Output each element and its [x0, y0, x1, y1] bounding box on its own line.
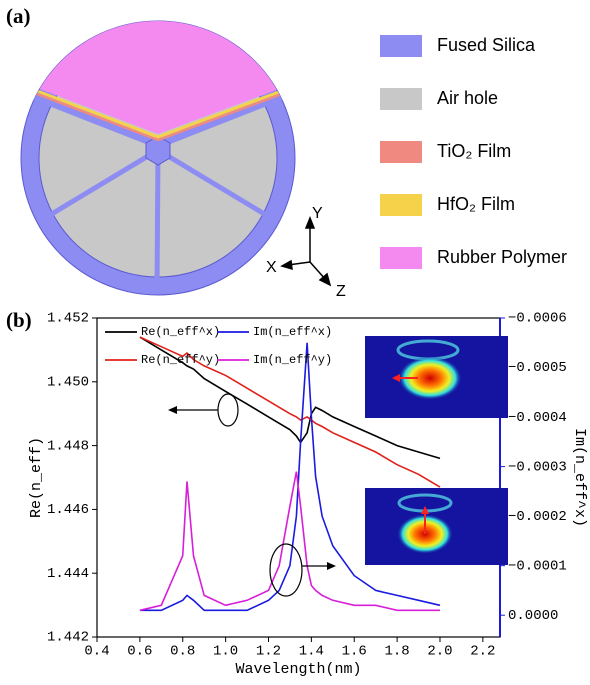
y-tick-label: 1.450 — [47, 375, 89, 391]
axis-name: X — [266, 259, 277, 276]
arrow-head — [318, 272, 332, 287]
arrow-head — [327, 562, 336, 570]
legend-label: Fused Silica — [437, 35, 536, 55]
x-tick-label: 1.2 — [256, 644, 281, 660]
x-tick-label: 2.2 — [470, 644, 495, 660]
support-strut — [154, 149, 161, 291]
annotation-ellipse — [217, 393, 239, 427]
y2-axis-label: Im(n_eff^x) — [571, 428, 588, 527]
legend-label: Im(n_eff^y) — [253, 353, 332, 367]
axis-name: Y — [312, 205, 323, 222]
x-tick-label: 1.4 — [299, 644, 324, 660]
inset-spot — [398, 356, 462, 400]
core — [145, 135, 171, 166]
legend-label: Re(n_eff^y) — [141, 353, 220, 367]
y2-tick-label: −0.0006 — [508, 311, 567, 327]
arrow-head — [421, 506, 429, 514]
series-line — [139, 342, 441, 612]
x-tick-label: 0.4 — [84, 644, 109, 660]
series-line — [139, 336, 441, 460]
x-tick-label: 1.6 — [342, 644, 367, 660]
arrow-head — [168, 406, 177, 414]
mode-inset — [365, 488, 508, 565]
hfo2-film — [21, 71, 295, 139]
panel-label: (a) — [6, 4, 31, 28]
annotation — [174, 393, 330, 597]
material-legend: Fused Silica Air hole TiO₂ Film HfO₂ Film Ru… — [380, 35, 567, 269]
series-line — [139, 471, 440, 612]
legend-swatch — [380, 141, 422, 163]
arrow-head — [304, 215, 316, 229]
legend-label: Re(n_eff^x) — [141, 325, 220, 339]
mode-inset — [365, 336, 508, 418]
y2-tick-label: −0.0003 — [508, 459, 567, 475]
y-tick-label: 1.446 — [47, 502, 89, 518]
arrow-head — [280, 259, 293, 271]
support-strut — [48, 147, 160, 218]
axes-icon — [280, 215, 332, 287]
y2-tick-label: −0.0005 — [508, 360, 567, 376]
legend-swatch — [380, 88, 422, 110]
legend-label: Im(n_eff^x) — [253, 325, 332, 339]
chart: 0.4 0.6 0.8 1.0 1.2 1.4 1.6 1.8 2.0 2.2 1.442 1.444… — [28, 311, 588, 678]
y2-tick-label: −0.0004 — [508, 410, 567, 426]
x-tick-label: 2.0 — [427, 644, 452, 660]
axis-name: Z — [336, 283, 346, 300]
y2-tick-label: −0.0001 — [508, 558, 567, 574]
x-tick-label: 1.8 — [384, 644, 409, 660]
tio2-film — [21, 74, 295, 142]
legend-label: TiO₂ Film — [437, 141, 511, 161]
y-axis-label: Re(n_eff) — [28, 437, 45, 518]
panel-label: (b) — [6, 308, 32, 332]
x-tick-label: 0.8 — [170, 644, 195, 660]
y-tick-label: 1.444 — [47, 566, 89, 582]
y-tick-label: 1.442 — [47, 630, 89, 646]
legend-swatch — [380, 194, 422, 216]
series-line — [139, 336, 441, 488]
y2-tick-label: 0.0000 — [508, 608, 558, 624]
x-tick-label: 1.0 — [213, 644, 238, 660]
y-tick-label: 1.452 — [47, 311, 89, 327]
annotation-ellipse — [269, 543, 303, 597]
y2-tick-label: −0.0002 — [508, 509, 567, 525]
legend-swatch — [380, 35, 422, 57]
legend-label: HfO₂ Film — [437, 194, 515, 214]
y-tick-label: 1.448 — [47, 438, 89, 454]
arrow-head — [392, 374, 400, 382]
legend-label: Air hole — [437, 88, 498, 108]
legend-label: Rubber Polymer — [437, 247, 567, 267]
x-tick-label: 0.6 — [127, 644, 152, 660]
support-strut — [156, 147, 268, 218]
fiber-cross-section — [20, 20, 296, 296]
legend-swatch — [380, 247, 422, 269]
x-axis-label: Wavelength(nm) — [235, 661, 361, 678]
